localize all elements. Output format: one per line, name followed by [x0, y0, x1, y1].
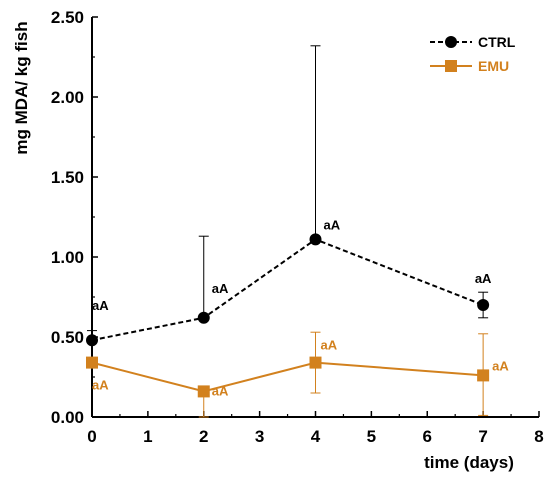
ctrl-point-label: aA [324, 217, 341, 232]
emu-point-label: aA [212, 383, 229, 398]
error-bars [87, 45, 489, 418]
legend-ctrl-marker [445, 36, 457, 48]
ctrl-data-point [197, 311, 210, 324]
x-tick-label: 3 [255, 427, 264, 446]
x-tick-label: 4 [311, 427, 321, 446]
ctrl-data-point [309, 233, 322, 246]
x-tick-label: 5 [367, 427, 376, 446]
ctrl-point-label: aA [92, 298, 109, 313]
x-axis-title: time (days) [424, 453, 514, 472]
ctrl-data-point [477, 299, 490, 311]
ctrl-data-point [86, 334, 98, 347]
emu-data-point [86, 356, 98, 369]
emu-point-label: aA [492, 358, 509, 373]
y-tick-label: 0.50 [51, 328, 84, 347]
emu-data-point [197, 385, 210, 398]
x-tick-label: 2 [199, 427, 208, 446]
legend-emu-marker [445, 60, 457, 72]
series-lines [91, 238, 484, 393]
axes: 0 1 2 3 4 5 6 7 8 0.00 0.50 1.00 1.50 2.00 2.50 [51, 8, 544, 446]
x-tick-label: 7 [478, 427, 487, 446]
annotations: aA aA aA aA aA aA aA aA [92, 217, 509, 398]
legend-emu-label: EMU [478, 58, 509, 74]
ctrl-point-label: aA [475, 271, 492, 286]
y-tick-label: 2.50 [51, 8, 84, 27]
ctrl-series-line [91, 238, 484, 342]
y-tick-label: 1.50 [51, 168, 84, 187]
x-tick-label: 8 [534, 427, 543, 446]
legend-ctrl-label: CTRL [478, 34, 516, 50]
x-tick-label: 6 [423, 427, 432, 446]
y-tick-label: 1.00 [51, 248, 84, 267]
emu-point-label: aA [92, 378, 109, 393]
emu-data-point [309, 356, 322, 369]
data-markers [86, 233, 490, 398]
x-tick-label: 1 [143, 427, 152, 446]
emu-point-label: aA [321, 338, 338, 353]
y-tick-label: 0.00 [51, 408, 84, 427]
ctrl-point-label: aA [212, 281, 229, 296]
x-tick-label: 0 [87, 427, 96, 446]
legend: CTRL EMU [430, 34, 516, 74]
emu-data-point [477, 369, 490, 382]
y-tick-label: 2.00 [51, 88, 84, 107]
y-axis-title: mg MDA/ kg fish [12, 21, 31, 154]
emu-series-line [91, 361, 484, 393]
